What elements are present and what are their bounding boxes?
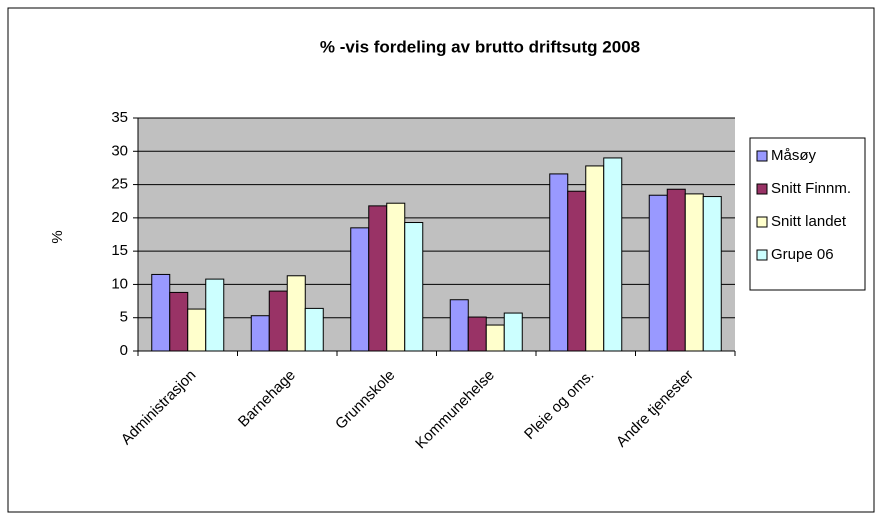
legend-label: Grupe 06 (771, 246, 834, 263)
bar (151, 273, 171, 352)
y-tick-label: 35 (111, 109, 128, 126)
bar (702, 196, 722, 352)
plot-area (138, 118, 735, 351)
bar (648, 194, 668, 352)
bar (666, 188, 686, 352)
legend-swatch (756, 150, 768, 162)
bar (169, 291, 189, 352)
bar (485, 324, 505, 352)
chart-title: % -vis fordeling av brutto driftsutg 200… (320, 37, 640, 56)
bar (187, 308, 207, 352)
bar (350, 227, 370, 352)
legend (749, 137, 866, 291)
bar (585, 165, 605, 352)
y-tick-label: 5 (120, 309, 128, 326)
legend-swatch (756, 249, 768, 261)
legend-label: Snitt landet (771, 213, 847, 230)
legend-swatch (756, 183, 768, 195)
bar (286, 275, 306, 352)
bar (503, 312, 523, 352)
bar (549, 173, 569, 352)
legend-swatch (756, 216, 768, 228)
bar (449, 299, 469, 352)
bar (205, 278, 225, 352)
bar (268, 290, 288, 352)
bar (386, 202, 406, 352)
y-tick-label: 0 (120, 342, 128, 359)
legend-label: Snitt Finnm. (771, 180, 851, 197)
bar (467, 316, 487, 352)
y-tick-label: 15 (111, 242, 128, 259)
bar (684, 193, 704, 352)
bar (404, 222, 424, 352)
bar (603, 157, 623, 352)
bar (567, 190, 587, 352)
y-tick-label: 30 (111, 142, 128, 159)
y-axis-label: % (49, 230, 66, 243)
bar (368, 205, 388, 352)
bar (304, 307, 324, 352)
y-tick-label: 10 (111, 275, 128, 292)
y-tick-label: 25 (111, 176, 128, 193)
bar (250, 315, 270, 352)
legend-label: Måsøy (771, 147, 817, 164)
y-tick-label: 20 (111, 209, 128, 226)
